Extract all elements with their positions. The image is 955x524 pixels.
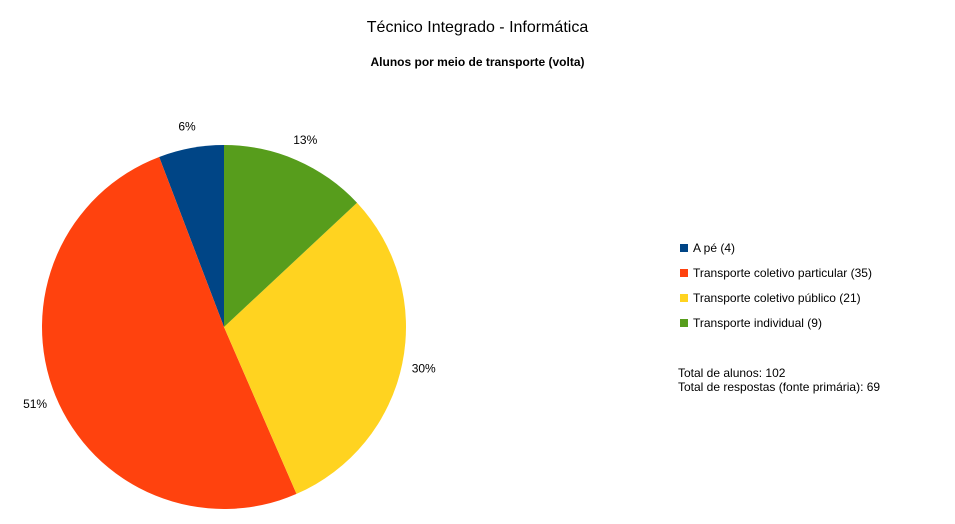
legend-label: A pé (4) [693, 240, 736, 255]
chart-subtitle: Alunos por meio de transporte (volta) [370, 55, 585, 69]
legend-label: Transporte individual (9) [693, 315, 822, 330]
legend-item-transporte-coletivo-publico: Transporte coletivo público (21) [680, 285, 872, 310]
legend: A pé (4) Transporte coletivo particular … [680, 235, 872, 335]
chart-title: Técnico Integrado - Informática [366, 19, 589, 36]
slice-a-pe [159, 145, 224, 327]
legend-item-transporte-coletivo-particular: Transporte coletivo particular (35) [680, 260, 872, 285]
percent-label: 30% [412, 362, 436, 376]
legend-item-transporte-individual: Transporte individual (9) [680, 310, 872, 335]
legend-swatch [680, 318, 688, 327]
percent-label: 51% [23, 397, 47, 411]
total-students-note: Total de alunos: 102 [678, 366, 786, 380]
legend-swatch [680, 268, 688, 277]
slice-transporte-coletivo-particular [42, 156, 297, 509]
legend-swatch [680, 243, 688, 252]
legend-item-a-pe: A pé (4) [680, 235, 872, 260]
legend-label: Transporte coletivo público (21) [693, 290, 861, 305]
legend-label: Transporte coletivo particular (35) [693, 265, 872, 280]
total-responses-note: Total de respostas (fonte primária): 69 [678, 380, 881, 394]
legend-swatch [680, 293, 688, 302]
percent-label: 6% [178, 119, 196, 133]
notes: Total de alunos: 102 Total de respostas … [678, 366, 880, 394]
slice-transporte-coletivo-publico [224, 202, 406, 494]
slice-transporte-individual [224, 145, 358, 327]
percent-label: 13% [293, 133, 317, 147]
